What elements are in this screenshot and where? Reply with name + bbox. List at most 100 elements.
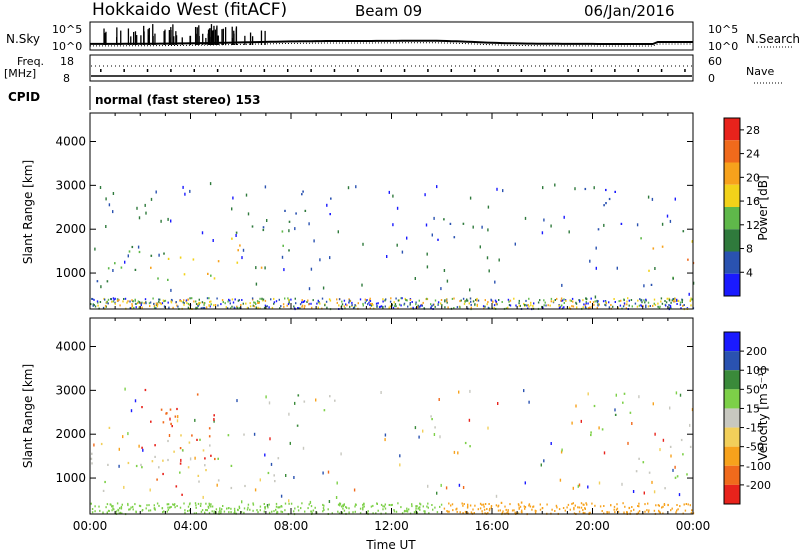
echo-cell: [273, 510, 275, 513]
echo-cell: [391, 303, 393, 306]
echo-cell: [487, 301, 489, 304]
echo-cell: [236, 306, 238, 309]
echo-cell: [493, 304, 496, 307]
echo-cell: [658, 504, 660, 507]
echo-cell: [647, 195, 650, 199]
echo-cell: [415, 303, 417, 306]
echo-cell: [566, 506, 568, 509]
velocity-panel: 1000 2000 3000 4000 00:00 04:00 08:00 12:00 16:0…: [21, 317, 710, 552]
echo-cell: [131, 304, 133, 307]
echo-cell: [614, 408, 616, 412]
echo-cell: [627, 297, 629, 300]
echo-cell: [426, 252, 428, 256]
echo-cell: [252, 502, 254, 505]
echo-cell: [469, 504, 472, 507]
echo-cell: [397, 502, 399, 505]
freq-change-mark: [286, 69, 289, 72]
echo-cell: [327, 470, 330, 474]
echo-cell: [446, 279, 449, 283]
echo-cell: [511, 509, 514, 512]
echo-cell: [288, 298, 290, 301]
echo-cell: [148, 504, 150, 507]
echo-cell: [459, 511, 461, 514]
echo-cell: [638, 395, 640, 399]
echo-cell: [682, 304, 684, 307]
echo-cell: [518, 302, 520, 305]
echo-cell: [488, 503, 490, 505]
echo-cell: [474, 504, 476, 507]
echo-cell: [406, 299, 408, 302]
echo-cell: [637, 299, 639, 302]
echo-cell: [240, 304, 242, 306]
echo-cell: [455, 508, 457, 511]
echo-cell: [669, 304, 672, 307]
echo-cell: [301, 305, 303, 308]
echo-cell: [342, 507, 344, 510]
echo-cell: [433, 433, 436, 436]
echo-cell: [684, 509, 687, 512]
freq-change-mark: [590, 69, 593, 72]
echo-cell: [599, 505, 602, 508]
echo-cell: [329, 256, 331, 260]
echo-cell: [629, 411, 632, 414]
echo-cell: [657, 302, 659, 305]
echo-cell: [259, 478, 261, 482]
echo-cell: [576, 306, 578, 309]
echo-cell: [443, 269, 446, 272]
echo-cell: [513, 297, 515, 300]
echo-cell: [261, 297, 263, 300]
echo-cell: [249, 302, 251, 305]
power-panel: 1000 2000 3000 4000 Slant Range [km]: [21, 112, 695, 311]
echo-cell: [490, 506, 492, 509]
echo-cell: [187, 306, 190, 309]
echo-cell: [259, 505, 262, 508]
nave-tick-low: 0: [708, 72, 715, 85]
echo-cell: [645, 304, 647, 307]
colorbar-block: [724, 389, 740, 409]
echo-cell: [437, 238, 439, 241]
echo-cell: [159, 302, 161, 305]
echo-cell: [131, 303, 133, 306]
echo-cell: [446, 301, 448, 304]
freq-change-mark: [473, 69, 476, 72]
echo-cell: [616, 507, 619, 510]
echo-cell: [626, 300, 628, 303]
echo-cell: [308, 303, 310, 306]
echo-cell: [293, 476, 295, 479]
echo-cell: [515, 512, 518, 515]
echo-cell: [107, 302, 109, 305]
echo-cell: [339, 502, 342, 505]
echo-cell: [403, 302, 406, 305]
echo-cell: [238, 306, 240, 309]
echo-cell: [288, 220, 291, 223]
echo-cell: [296, 424, 299, 427]
freq-change-mark: [403, 69, 406, 72]
echo-cell: [361, 283, 363, 287]
freq-marks: [100, 69, 686, 72]
echo-cell: [254, 488, 257, 492]
echo-cell: [572, 305, 575, 308]
echo-cell: [203, 306, 205, 309]
echo-cell: [213, 510, 215, 513]
echo-cell: [256, 509, 258, 512]
echo-cell: [679, 505, 681, 508]
echo-cell: [141, 466, 143, 469]
echo-cell: [127, 432, 129, 436]
echo-cell: [317, 306, 319, 309]
echo-cell: [662, 438, 665, 442]
echo-cell: [187, 298, 189, 301]
echo-cell: [408, 508, 410, 511]
echo-cell: [237, 508, 239, 511]
echo-cell: [297, 394, 300, 397]
colorbar-tick-label: 4: [746, 266, 753, 279]
echo-cell: [539, 503, 541, 506]
echo-cell: [474, 303, 476, 306]
echo-cell: [141, 509, 143, 512]
echo-cell: [195, 306, 197, 309]
freq-change-mark: [310, 69, 312, 72]
echo-cell: [405, 510, 407, 513]
echo-cell: [131, 306, 133, 309]
freq-tick-low: 8: [63, 72, 70, 85]
colorbar-block: [724, 408, 740, 428]
freq-change-mark: [170, 69, 172, 72]
